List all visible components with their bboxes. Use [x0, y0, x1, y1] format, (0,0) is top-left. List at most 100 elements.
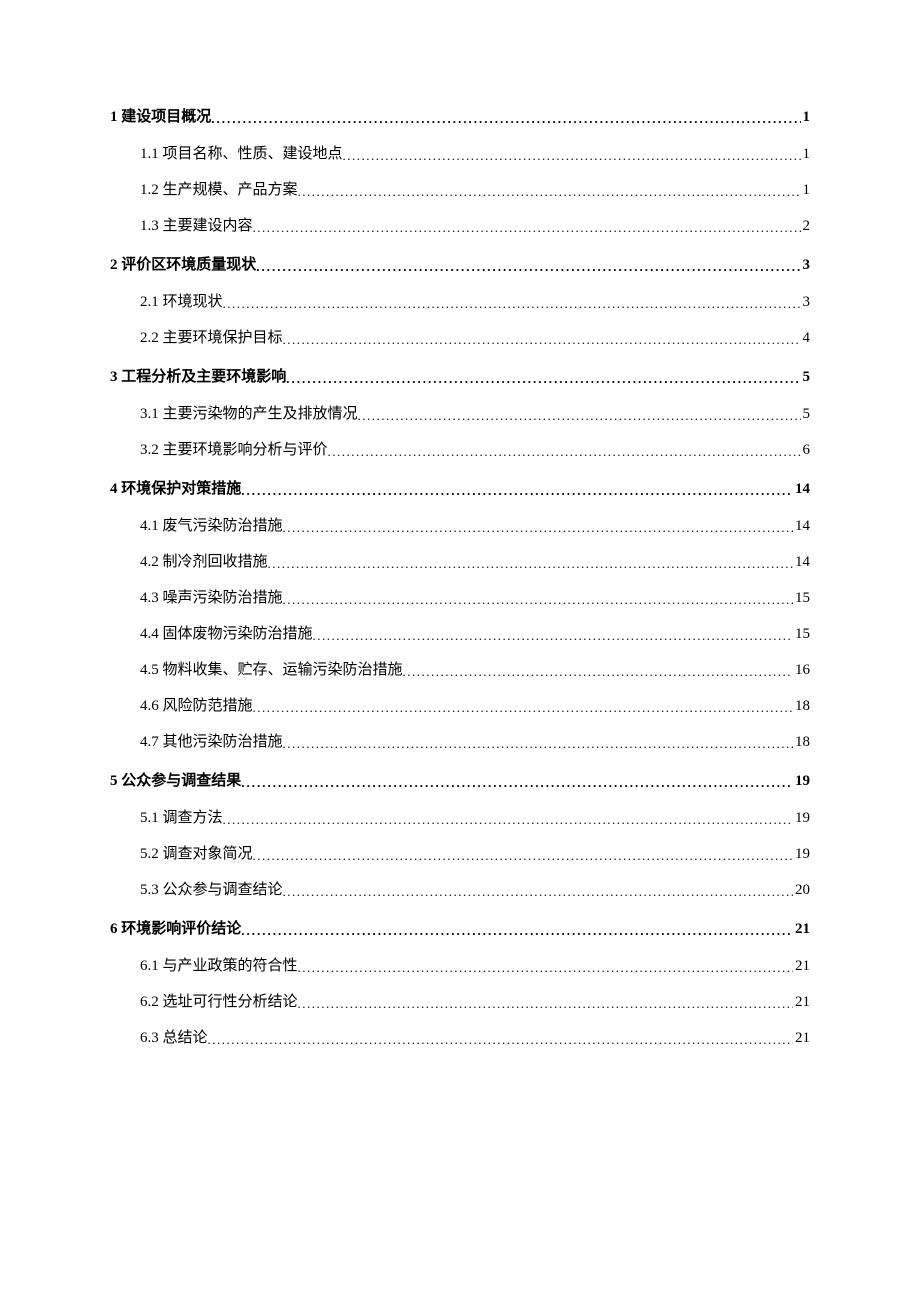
toc-entry-level2: 5.2 调查对象简况..............................…	[110, 847, 810, 862]
toc-title: 3.1 主要污染物的产生及排放情况	[140, 407, 358, 422]
toc-page-number: 15	[793, 627, 810, 642]
toc-title: 2 评价区环境质量现状	[110, 258, 256, 273]
toc-leader-dots: ........................................…	[256, 260, 800, 273]
toc-leader-dots: ........................................…	[208, 1033, 793, 1046]
toc-leader-dots: ........................................…	[283, 333, 801, 346]
toc-entry-level2: 1.3 主要建设内容..............................…	[110, 219, 810, 234]
toc-title: 1.2 生产规模、产品方案	[140, 183, 298, 198]
toc-leader-dots: ........................................…	[241, 924, 793, 937]
toc-page-number: 15	[793, 591, 810, 606]
toc-page-number: 20	[793, 883, 810, 898]
toc-title: 3 工程分析及主要环境影响	[110, 370, 286, 385]
toc-entry-level2: 6.3 总结论.................................…	[110, 1031, 810, 1046]
toc-page-number: 21	[793, 1031, 810, 1046]
toc-page-number: 19	[793, 774, 810, 789]
toc-title: 3.2 主要环境影响分析与评价	[140, 443, 328, 458]
toc-title: 2.1 环境现状	[140, 295, 223, 310]
toc-title: 1.3 主要建设内容	[140, 219, 253, 234]
toc-page-number: 1	[801, 110, 811, 125]
toc-page-number: 19	[793, 847, 810, 862]
toc-page-number: 14	[793, 482, 810, 497]
toc-page-number: 21	[793, 922, 810, 937]
toc-entry-level1: 5 公众参与调查结果..............................…	[110, 774, 810, 789]
toc-title: 2.2 主要环境保护目标	[140, 331, 283, 346]
toc-entry-level2: 6.1 与产业政策的符合性...........................…	[110, 959, 810, 974]
toc-entry-level2: 1.2 生产规模、产品方案...........................…	[110, 183, 810, 198]
toc-leader-dots: ........................................…	[283, 521, 793, 534]
toc-title: 5.2 调查对象简况	[140, 847, 253, 862]
toc-entry-level2: 2.1 环境现状................................…	[110, 295, 810, 310]
toc-entry-level2: 1.1 项目名称、性质、建设地点........................…	[110, 147, 810, 162]
toc-entry-level2: 5.1 调查方法................................…	[110, 811, 810, 826]
toc-page-number: 14	[793, 519, 810, 534]
toc-page-number: 19	[793, 811, 810, 826]
toc-page-number: 6	[801, 443, 811, 458]
toc-title: 4.5 物料收集、贮存、运输污染防治措施	[140, 663, 403, 678]
toc-entry-level2: 4.2 制冷剂回收措施.............................…	[110, 555, 810, 570]
toc-page-number: 1	[801, 183, 811, 198]
toc-entry-level1: 6 环境影响评价结论..............................…	[110, 922, 810, 937]
toc-title: 4 环境保护对策措施	[110, 482, 241, 497]
toc-title: 4.1 废气污染防治措施	[140, 519, 283, 534]
toc-entry-level2: 4.7 其他污染防治措施............................…	[110, 735, 810, 750]
toc-page-number: 2	[801, 219, 811, 234]
toc-leader-dots: ........................................…	[253, 221, 801, 234]
toc-leader-dots: ........................................…	[211, 112, 800, 125]
table-of-contents: 1 建设项目概况................................…	[110, 110, 810, 1046]
toc-title: 4.6 风险防范措施	[140, 699, 253, 714]
toc-page-number: 18	[793, 735, 810, 750]
toc-title: 6.1 与产业政策的符合性	[140, 959, 298, 974]
toc-leader-dots: ........................................…	[223, 813, 793, 826]
toc-entry-level1: 1 建设项目概况................................…	[110, 110, 810, 125]
toc-leader-dots: ........................................…	[283, 737, 793, 750]
toc-leader-dots: ........................................…	[283, 593, 793, 606]
toc-page-number: 3	[801, 258, 811, 273]
toc-entry-level2: 4.3 噪声污染防治措施............................…	[110, 591, 810, 606]
toc-entry-level2: 4.5 物料收集、贮存、运输污染防治措施....................…	[110, 663, 810, 678]
toc-title: 4.4 固体废物污染防治措施	[140, 627, 313, 642]
toc-title: 5 公众参与调查结果	[110, 774, 241, 789]
toc-leader-dots: ........................................…	[253, 701, 793, 714]
toc-section: 2 评价区环境质量现状.............................…	[110, 258, 810, 346]
toc-section: 3 工程分析及主要环境影响...........................…	[110, 370, 810, 458]
toc-leader-dots: ........................................…	[313, 629, 793, 642]
toc-entry-level2: 6.2 选址可行性分析结论...........................…	[110, 995, 810, 1010]
toc-entry-level2: 4.1 废气污染防治措施............................…	[110, 519, 810, 534]
toc-entry-level1: 3 工程分析及主要环境影响...........................…	[110, 370, 810, 385]
toc-title: 6 环境影响评价结论	[110, 922, 241, 937]
toc-page-number: 5	[801, 370, 811, 385]
toc-leader-dots: ........................................…	[283, 885, 793, 898]
toc-entry-level2: 3.2 主要环境影响分析与评价.........................…	[110, 443, 810, 458]
document-page: 1 建设项目概况................................…	[0, 0, 920, 1302]
toc-page-number: 5	[801, 407, 811, 422]
toc-leader-dots: ........................................…	[223, 297, 801, 310]
toc-page-number: 4	[801, 331, 811, 346]
toc-entry-level2: 4.4 固体废物污染防治措施..........................…	[110, 627, 810, 642]
toc-leader-dots: ........................................…	[253, 849, 793, 862]
toc-title: 5.3 公众参与调查结论	[140, 883, 283, 898]
toc-leader-dots: ........................................…	[298, 185, 801, 198]
toc-entry-level2: 2.2 主要环境保护目标............................…	[110, 331, 810, 346]
toc-entry-level2: 5.3 公众参与调查结论............................…	[110, 883, 810, 898]
toc-page-number: 18	[793, 699, 810, 714]
toc-section: 5 公众参与调查结果..............................…	[110, 774, 810, 898]
toc-page-number: 21	[793, 959, 810, 974]
toc-section: 6 环境影响评价结论..............................…	[110, 922, 810, 1046]
toc-leader-dots: ........................................…	[328, 445, 801, 458]
toc-entry-level1: 4 环境保护对策措施..............................…	[110, 482, 810, 497]
toc-page-number: 1	[801, 147, 811, 162]
toc-leader-dots: ........................................…	[298, 961, 793, 974]
toc-leader-dots: ........................................…	[286, 372, 800, 385]
toc-leader-dots: ........................................…	[298, 997, 793, 1010]
toc-title: 6.2 选址可行性分析结论	[140, 995, 298, 1010]
toc-leader-dots: ........................................…	[343, 149, 801, 162]
toc-title: 4.2 制冷剂回收措施	[140, 555, 268, 570]
toc-title: 5.1 调查方法	[140, 811, 223, 826]
toc-title: 4.7 其他污染防治措施	[140, 735, 283, 750]
toc-leader-dots: ........................................…	[403, 665, 793, 678]
toc-page-number: 3	[801, 295, 811, 310]
toc-page-number: 14	[793, 555, 810, 570]
toc-leader-dots: ........................................…	[268, 557, 793, 570]
toc-page-number: 21	[793, 995, 810, 1010]
toc-page-number: 16	[793, 663, 810, 678]
